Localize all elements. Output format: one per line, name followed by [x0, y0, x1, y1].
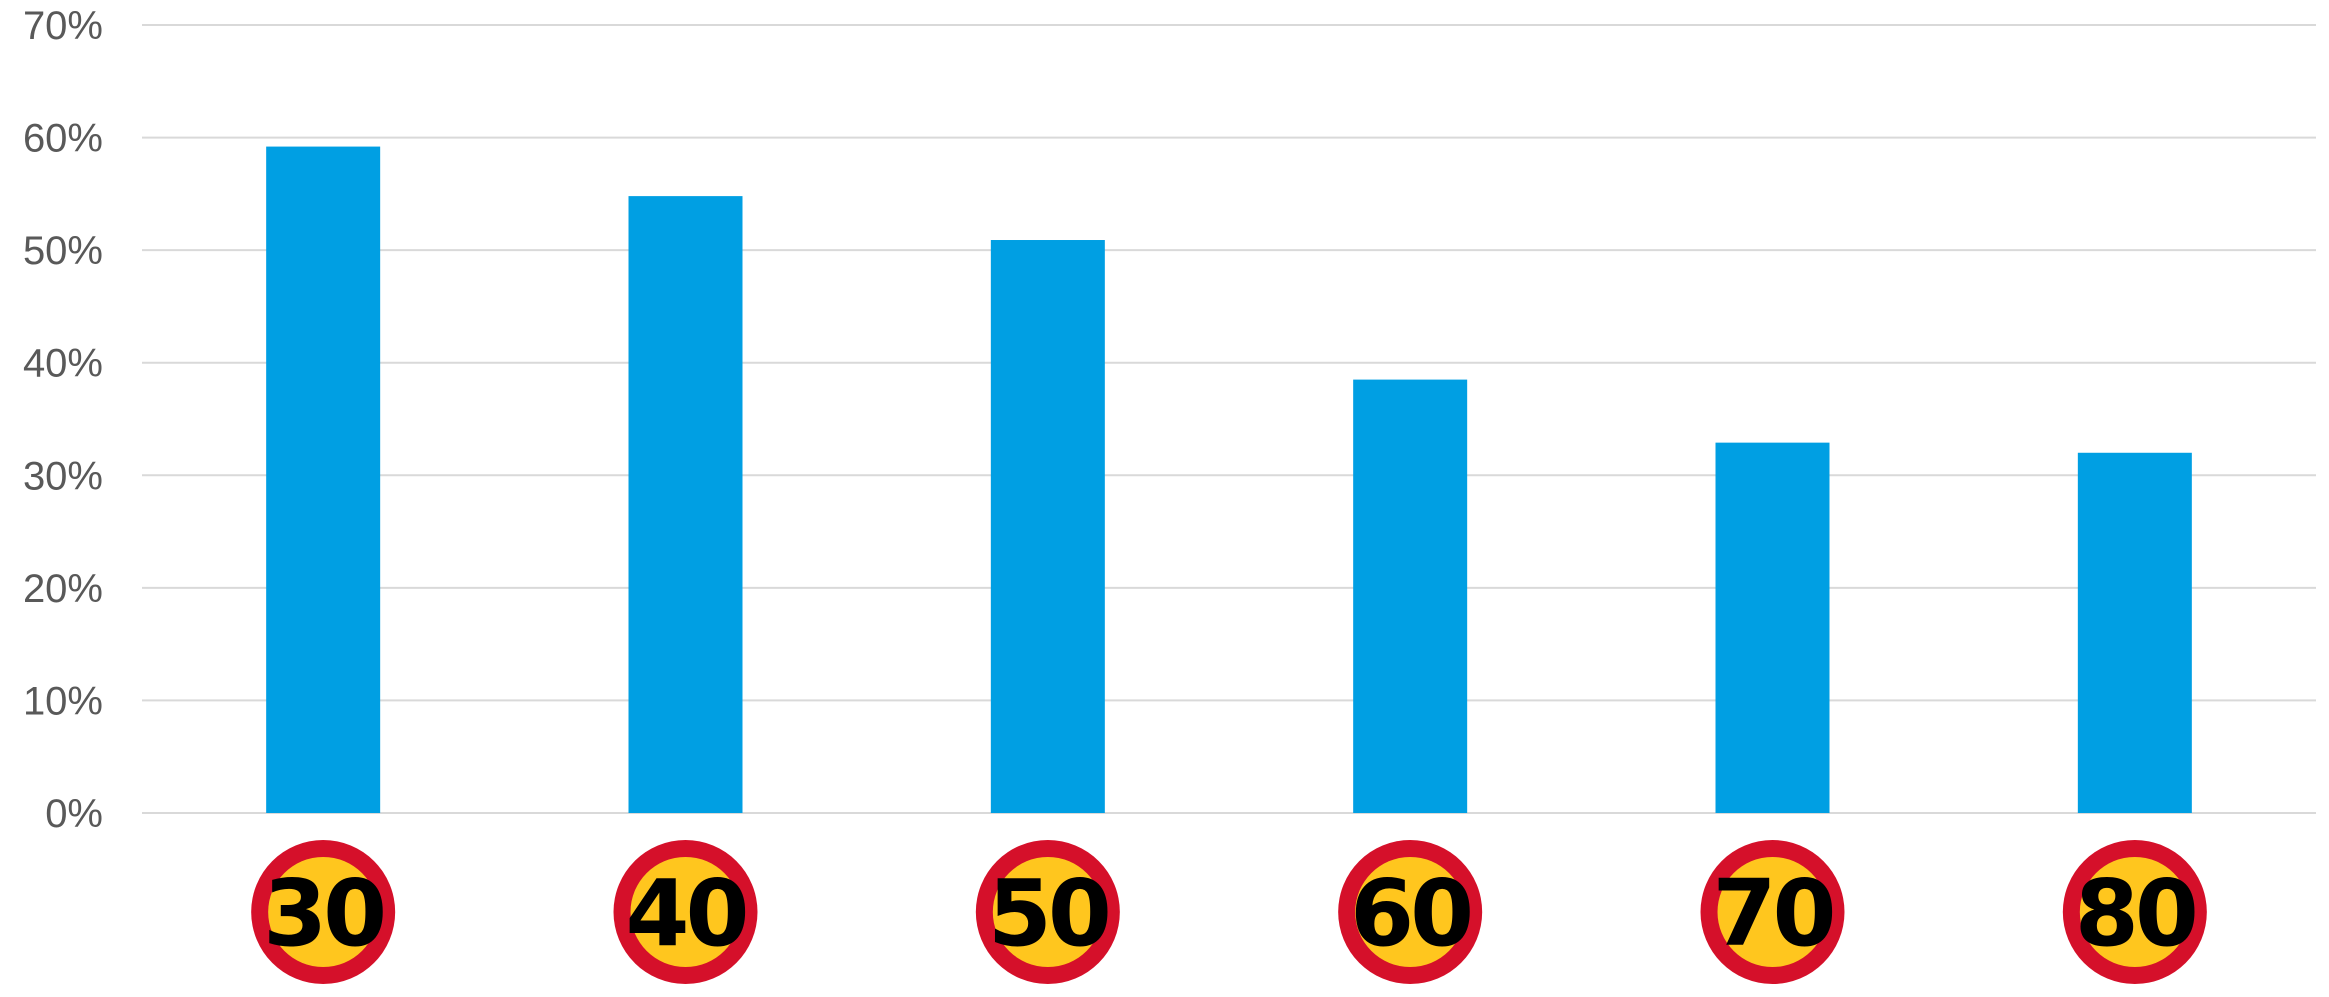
- bar-60: [1353, 379, 1468, 813]
- bar-40: [628, 196, 743, 813]
- sign-face: [268, 857, 379, 967]
- speed-sign-60: 60: [1338, 840, 1483, 984]
- sign-face: [630, 857, 741, 967]
- y-tick-label: 30%: [23, 454, 103, 498]
- speed-sign-30: 30: [251, 840, 396, 984]
- x-tick-label: 80: [2075, 860, 2195, 967]
- bar-80: [2077, 452, 2192, 813]
- y-axis-tick-labels: 0% 10% 20% 30% 40% 50% 60% 70%: [23, 4, 103, 836]
- y-tick-label: 10%: [23, 679, 103, 723]
- bars: [266, 146, 2192, 814]
- sign-face: [1355, 857, 1466, 967]
- gridlines: [142, 24, 2316, 814]
- bar-30: [266, 146, 381, 813]
- bar-50: [990, 240, 1105, 814]
- speed-sign-40: 40: [613, 840, 758, 984]
- y-tick-label: 40%: [23, 342, 103, 386]
- y-tick-label: 70%: [23, 4, 103, 48]
- speed-sign-50: 50: [975, 840, 1120, 984]
- y-tick-label: 50%: [23, 229, 103, 273]
- x-tick-label: 40: [625, 860, 745, 967]
- y-tick-label: 20%: [23, 567, 103, 611]
- x-axis-speed-signs: 30 40 50 60 70 80: [251, 840, 2207, 984]
- x-tick-label: 60: [1350, 860, 1470, 967]
- bar-70: [1715, 442, 1830, 813]
- x-tick-label: 70: [1712, 860, 1832, 967]
- x-tick-label: 30: [263, 860, 383, 967]
- speed-sign-70: 70: [1700, 840, 1845, 984]
- x-tick-label: 50: [988, 860, 1108, 967]
- sign-face: [992, 857, 1103, 967]
- sign-face: [2079, 857, 2190, 967]
- sign-face: [1717, 857, 1828, 967]
- speed-sign-80: 80: [2062, 840, 2207, 984]
- y-tick-label: 60%: [23, 117, 103, 161]
- y-tick-label: 0%: [45, 792, 103, 836]
